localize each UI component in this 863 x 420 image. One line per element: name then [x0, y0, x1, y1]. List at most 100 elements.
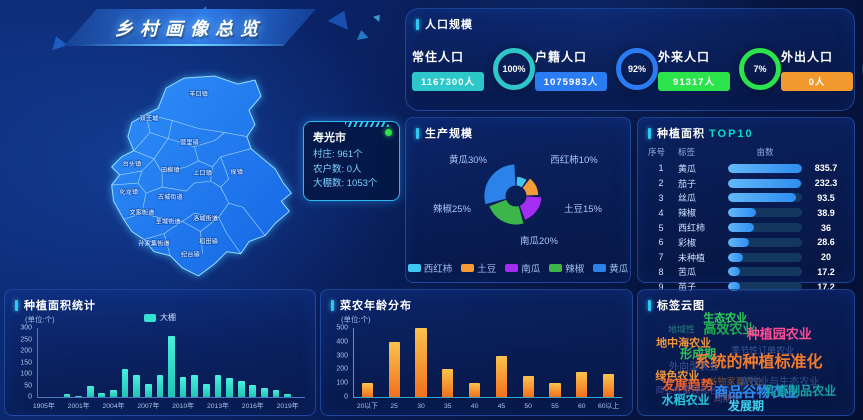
legend-item-黄瓜[interactable]: 黄瓜 — [593, 261, 628, 275]
top10-rank: 4 — [658, 207, 664, 218]
chart-legend[interactable]: 大棚 — [144, 312, 176, 323]
bar[interactable] — [576, 372, 588, 397]
bar[interactable] — [388, 341, 400, 397]
bar[interactable] — [214, 374, 222, 397]
bar[interactable] — [284, 394, 291, 397]
panel-header: 种植面积 TOP10 — [638, 118, 854, 145]
map-region-label[interactable]: 化龙镇 — [119, 186, 139, 197]
bar[interactable] — [237, 380, 245, 397]
bar[interactable] — [110, 390, 117, 397]
map-region-label[interactable]: 文家街道 — [129, 207, 156, 218]
map-region-label[interactable]: 台头镇 — [122, 158, 142, 169]
bar[interactable] — [98, 392, 106, 397]
map-region-label[interactable]: 孙家集街道 — [138, 238, 172, 249]
top10-value: 232.3 — [814, 178, 838, 189]
y-axis-tick: 300 — [336, 352, 348, 360]
bar[interactable] — [468, 383, 481, 397]
top10-row[interactable]: 9 苗子 17.2 — [638, 279, 854, 294]
top10-label: 西红柿 — [678, 223, 706, 234]
bar[interactable] — [249, 385, 257, 397]
bar[interactable] — [144, 383, 152, 397]
legend-item-南瓜[interactable]: 南瓜 — [505, 261, 540, 275]
map-region-label[interactable]: 稻田镇 — [198, 236, 218, 247]
bar[interactable] — [75, 395, 82, 397]
bar[interactable] — [121, 369, 129, 397]
bar[interactable] — [63, 394, 71, 397]
top10-row[interactable]: 5 西红柿 36 — [638, 220, 854, 235]
bar[interactable] — [226, 378, 233, 397]
tag-item: 商业性畜牧和谷物农业 — [655, 385, 746, 396]
panel-title: 生产规模 — [425, 128, 473, 140]
bar[interactable] — [133, 375, 141, 397]
legend-label: 土豆 — [477, 264, 497, 275]
top10-row[interactable]: 1 黄瓜 835.7 — [638, 161, 854, 176]
map-region-label[interactable]: 圣城街道 — [155, 216, 182, 227]
bar[interactable] — [272, 389, 280, 397]
bar[interactable] — [191, 374, 199, 397]
tag-item: 发展期 — [727, 398, 765, 413]
legend-swatch — [505, 264, 519, 272]
population-label: 外出人口 — [781, 49, 834, 64]
legend-swatch — [593, 264, 607, 272]
top10-row[interactable]: 3 丝瓜 93.5 — [638, 191, 854, 206]
population-value-badge: 1075983人 — [535, 71, 607, 91]
tooltip-row: 农户数: 0人 — [313, 163, 362, 175]
panel-header: 生产规模 — [406, 118, 630, 145]
top10-row[interactable]: 2 茄子 232.3 — [638, 176, 854, 191]
population-percent-ring: 92% — [616, 48, 658, 90]
panel-top10: 种植面积 TOP10 序号 标签 亩数 1 黄瓜 835.7 2 茄子 232.3 3 丝瓜 93… — [637, 117, 855, 292]
map-region-label[interactable]: 羊口镇 — [188, 88, 208, 99]
bar-column: 60以上 — [595, 328, 622, 410]
bar[interactable] — [361, 383, 374, 397]
bar-column — [270, 328, 282, 397]
legend-item-西红柿[interactable]: 西红柿 — [407, 261, 452, 275]
bar-column: 50 — [515, 328, 542, 410]
bar[interactable] — [86, 386, 94, 397]
bar-column: 30 — [408, 328, 435, 410]
bar[interactable] — [442, 369, 454, 397]
population-item: 常住人口 1167300人 100% — [412, 48, 535, 91]
map-region-label[interactable]: 侯镇 — [230, 166, 244, 177]
bar[interactable] — [261, 387, 268, 397]
header-accent-bar — [648, 299, 651, 311]
bar-column — [235, 328, 247, 397]
bar[interactable] — [168, 336, 175, 397]
rose-slice-土豆[interactable] — [522, 178, 539, 196]
top10-row[interactable]: 7 未种植 20 — [638, 250, 854, 265]
top10-value: 28.6 — [817, 237, 835, 248]
tag-item: 系统的种植标准化 — [694, 353, 823, 371]
rose-slice-辣椒[interactable] — [489, 199, 524, 225]
map-region-label[interactable]: 古城街道 — [157, 191, 184, 202]
rose-slice-南瓜[interactable] — [519, 196, 542, 220]
top10-row[interactable]: 4 辣椒 38.9 — [638, 205, 854, 220]
rose-slice-西红柿[interactable] — [516, 176, 527, 188]
rose-chart-label: 黄瓜30% — [448, 155, 488, 166]
bar[interactable] — [179, 377, 187, 397]
tooltip-row: 村庄: 961个 — [313, 149, 363, 160]
bar[interactable] — [156, 375, 164, 397]
map-region-label[interactable]: 纪台镇 — [180, 249, 200, 260]
population-value-badge: 1167300人 — [412, 71, 484, 91]
map-region-label[interactable]: 上口镇 — [192, 167, 212, 178]
bar[interactable] — [202, 384, 210, 397]
map-region-label[interactable]: 营里镇 — [179, 137, 199, 148]
bar[interactable] — [522, 376, 534, 397]
legend-item-土豆[interactable]: 土豆 — [461, 261, 496, 275]
map-outline[interactable] — [111, 75, 292, 277]
top10-row[interactable]: 8 苦瓜 17.2 — [638, 265, 854, 280]
legend-item-辣椒[interactable]: 辣椒 — [549, 261, 584, 275]
map-region-label[interactable]: 田柳镇 — [160, 164, 180, 175]
top10-bar-fill — [728, 163, 802, 173]
top10-row[interactable]: 6 彩椒 28.6 — [638, 235, 854, 250]
map-region-label[interactable]: 洛城街道 — [192, 213, 219, 224]
production-rose-chart[interactable] — [406, 138, 632, 254]
bar[interactable] — [495, 355, 507, 397]
bar[interactable] — [602, 373, 615, 397]
bar[interactable] — [415, 328, 427, 397]
header-accent-bar — [331, 299, 334, 311]
x-axis-label: 55 — [551, 403, 559, 410]
rose-slice-黄瓜[interactable] — [484, 164, 516, 205]
map-region-label[interactable]: 双王城 — [139, 114, 160, 124]
bar[interactable] — [549, 383, 561, 397]
